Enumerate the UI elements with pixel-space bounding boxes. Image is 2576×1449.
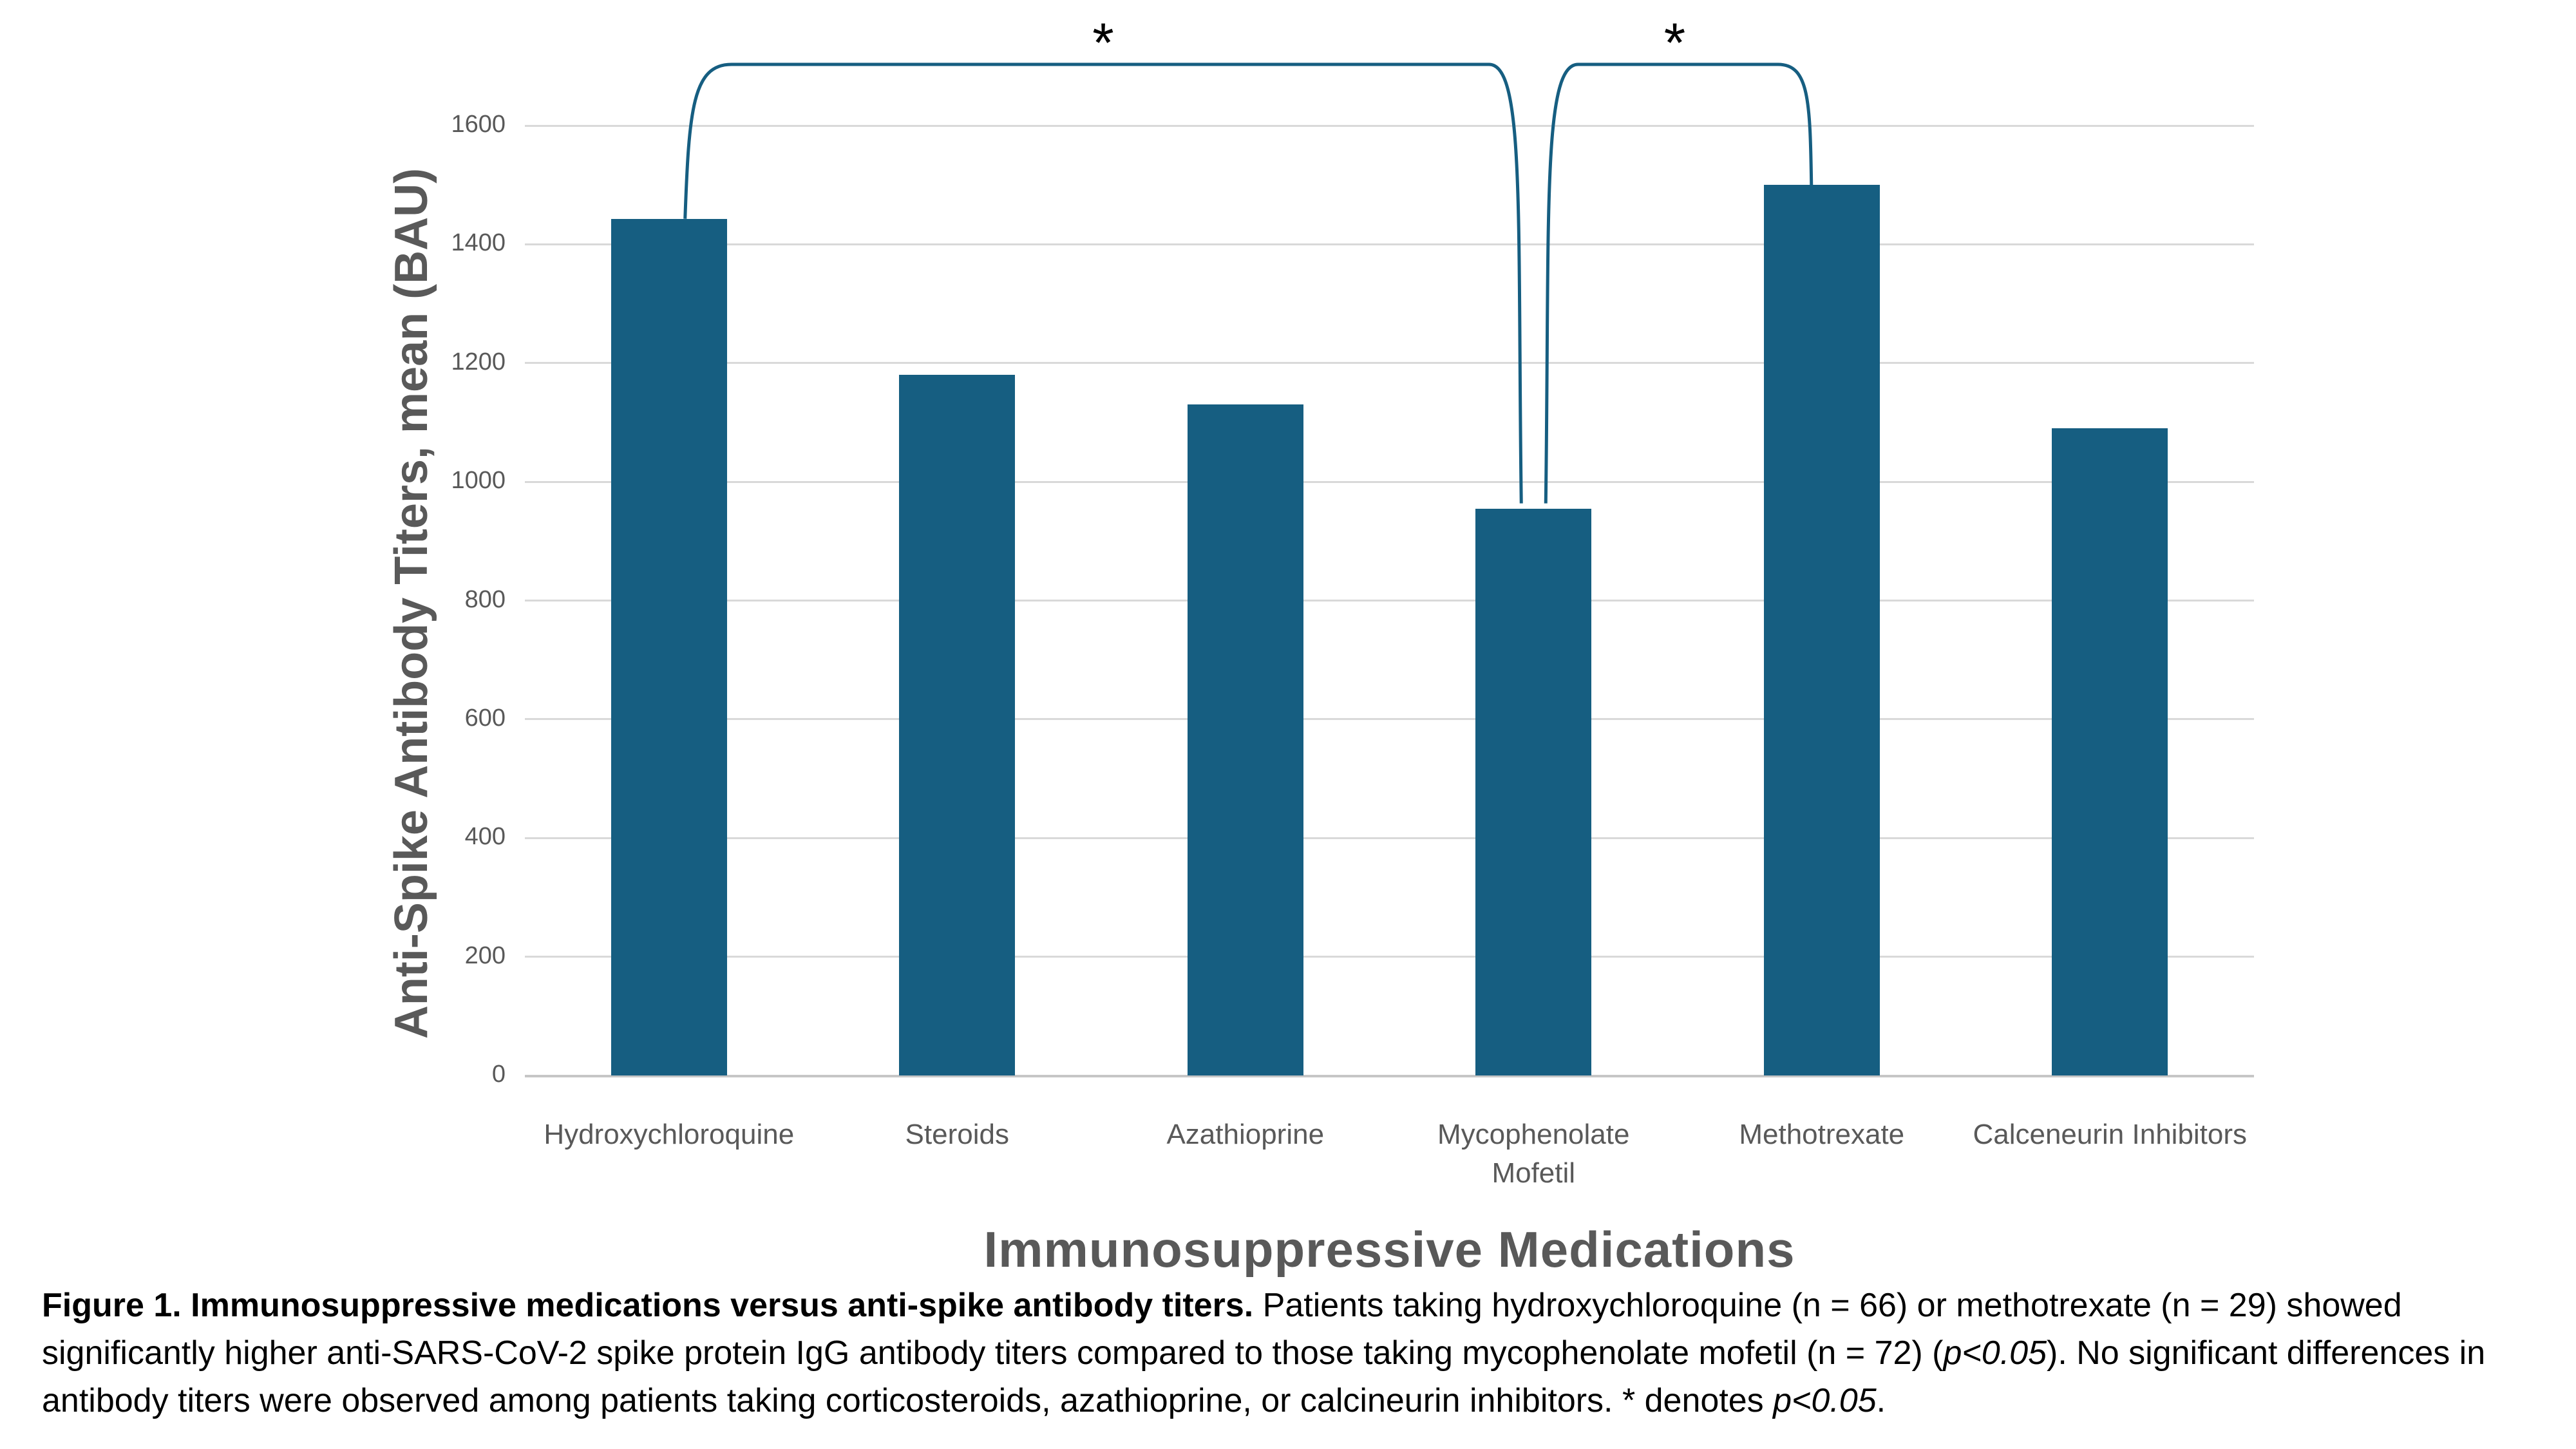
caption-body-1: Patients taking hydroxychloroquine (n = …	[42, 1287, 2402, 1372]
caption-pvalue-2: p<0.05	[1773, 1382, 1877, 1419]
y-tick-label: 1200	[451, 348, 506, 375]
gridline	[525, 243, 2254, 245]
significance-bracket-mmf-mtx	[1544, 62, 1814, 504]
gridline	[525, 956, 2254, 958]
y-tick-label: 1600	[451, 111, 506, 138]
figure-caption: Figure 1. Immunosuppressive medications …	[42, 1282, 2521, 1425]
bar-calceneurin-inhibitors	[2052, 428, 2168, 1075]
bar-azathioprine	[1187, 404, 1303, 1075]
caption-pvalue-1: p<0.05	[1943, 1334, 2047, 1372]
bar-steroids	[899, 375, 1016, 1075]
gridline	[525, 837, 2254, 839]
y-tick-label: 0	[491, 1061, 506, 1088]
bar-methotrexate	[1763, 185, 1880, 1075]
caption-body-2: ). No significant differences in antibod…	[42, 1334, 2486, 1419]
significance-star: *	[1663, 12, 1686, 74]
significance-bracket-hcq-mmf	[683, 62, 1523, 504]
significance-star: *	[1092, 12, 1114, 74]
y-tick-label: 600	[464, 704, 506, 732]
category-label: Methotrexate	[1739, 1119, 1905, 1150]
category-label: Steroids	[905, 1119, 1009, 1150]
gridline	[525, 362, 2254, 365]
category-label: Hydroxychloroquine	[544, 1119, 795, 1150]
bar-mycophenolate-mofetil	[1475, 508, 1592, 1075]
gridline	[525, 480, 2254, 483]
y-tick-label: 1000	[451, 467, 506, 495]
caption-bold-title: Figure 1. Immunosuppressive medications …	[42, 1287, 1254, 1324]
category-label: Calceneurin Inhibitors	[1973, 1119, 2248, 1150]
y-tick-label: 200	[464, 942, 506, 969]
gridline	[525, 718, 2254, 721]
bar-hydroxychloroquine	[611, 218, 727, 1075]
y-tick-label: 400	[464, 823, 506, 851]
category-label: Azathioprine	[1166, 1119, 1325, 1150]
x-axis-line	[525, 1074, 2254, 1077]
gridline	[525, 124, 2254, 127]
y-tick-label: 800	[464, 585, 506, 613]
category-label: Mycophenolate Mofetil	[1437, 1119, 1630, 1189]
y-tick-label: 1400	[451, 229, 506, 257]
x-axis-title: Immunosuppressive Medications	[983, 1221, 1795, 1278]
y-axis-title: Anti-Spike Antibody Titers, mean (BAU)	[386, 167, 437, 1039]
gridline	[525, 600, 2254, 601]
caption-period: .	[1876, 1382, 1886, 1419]
